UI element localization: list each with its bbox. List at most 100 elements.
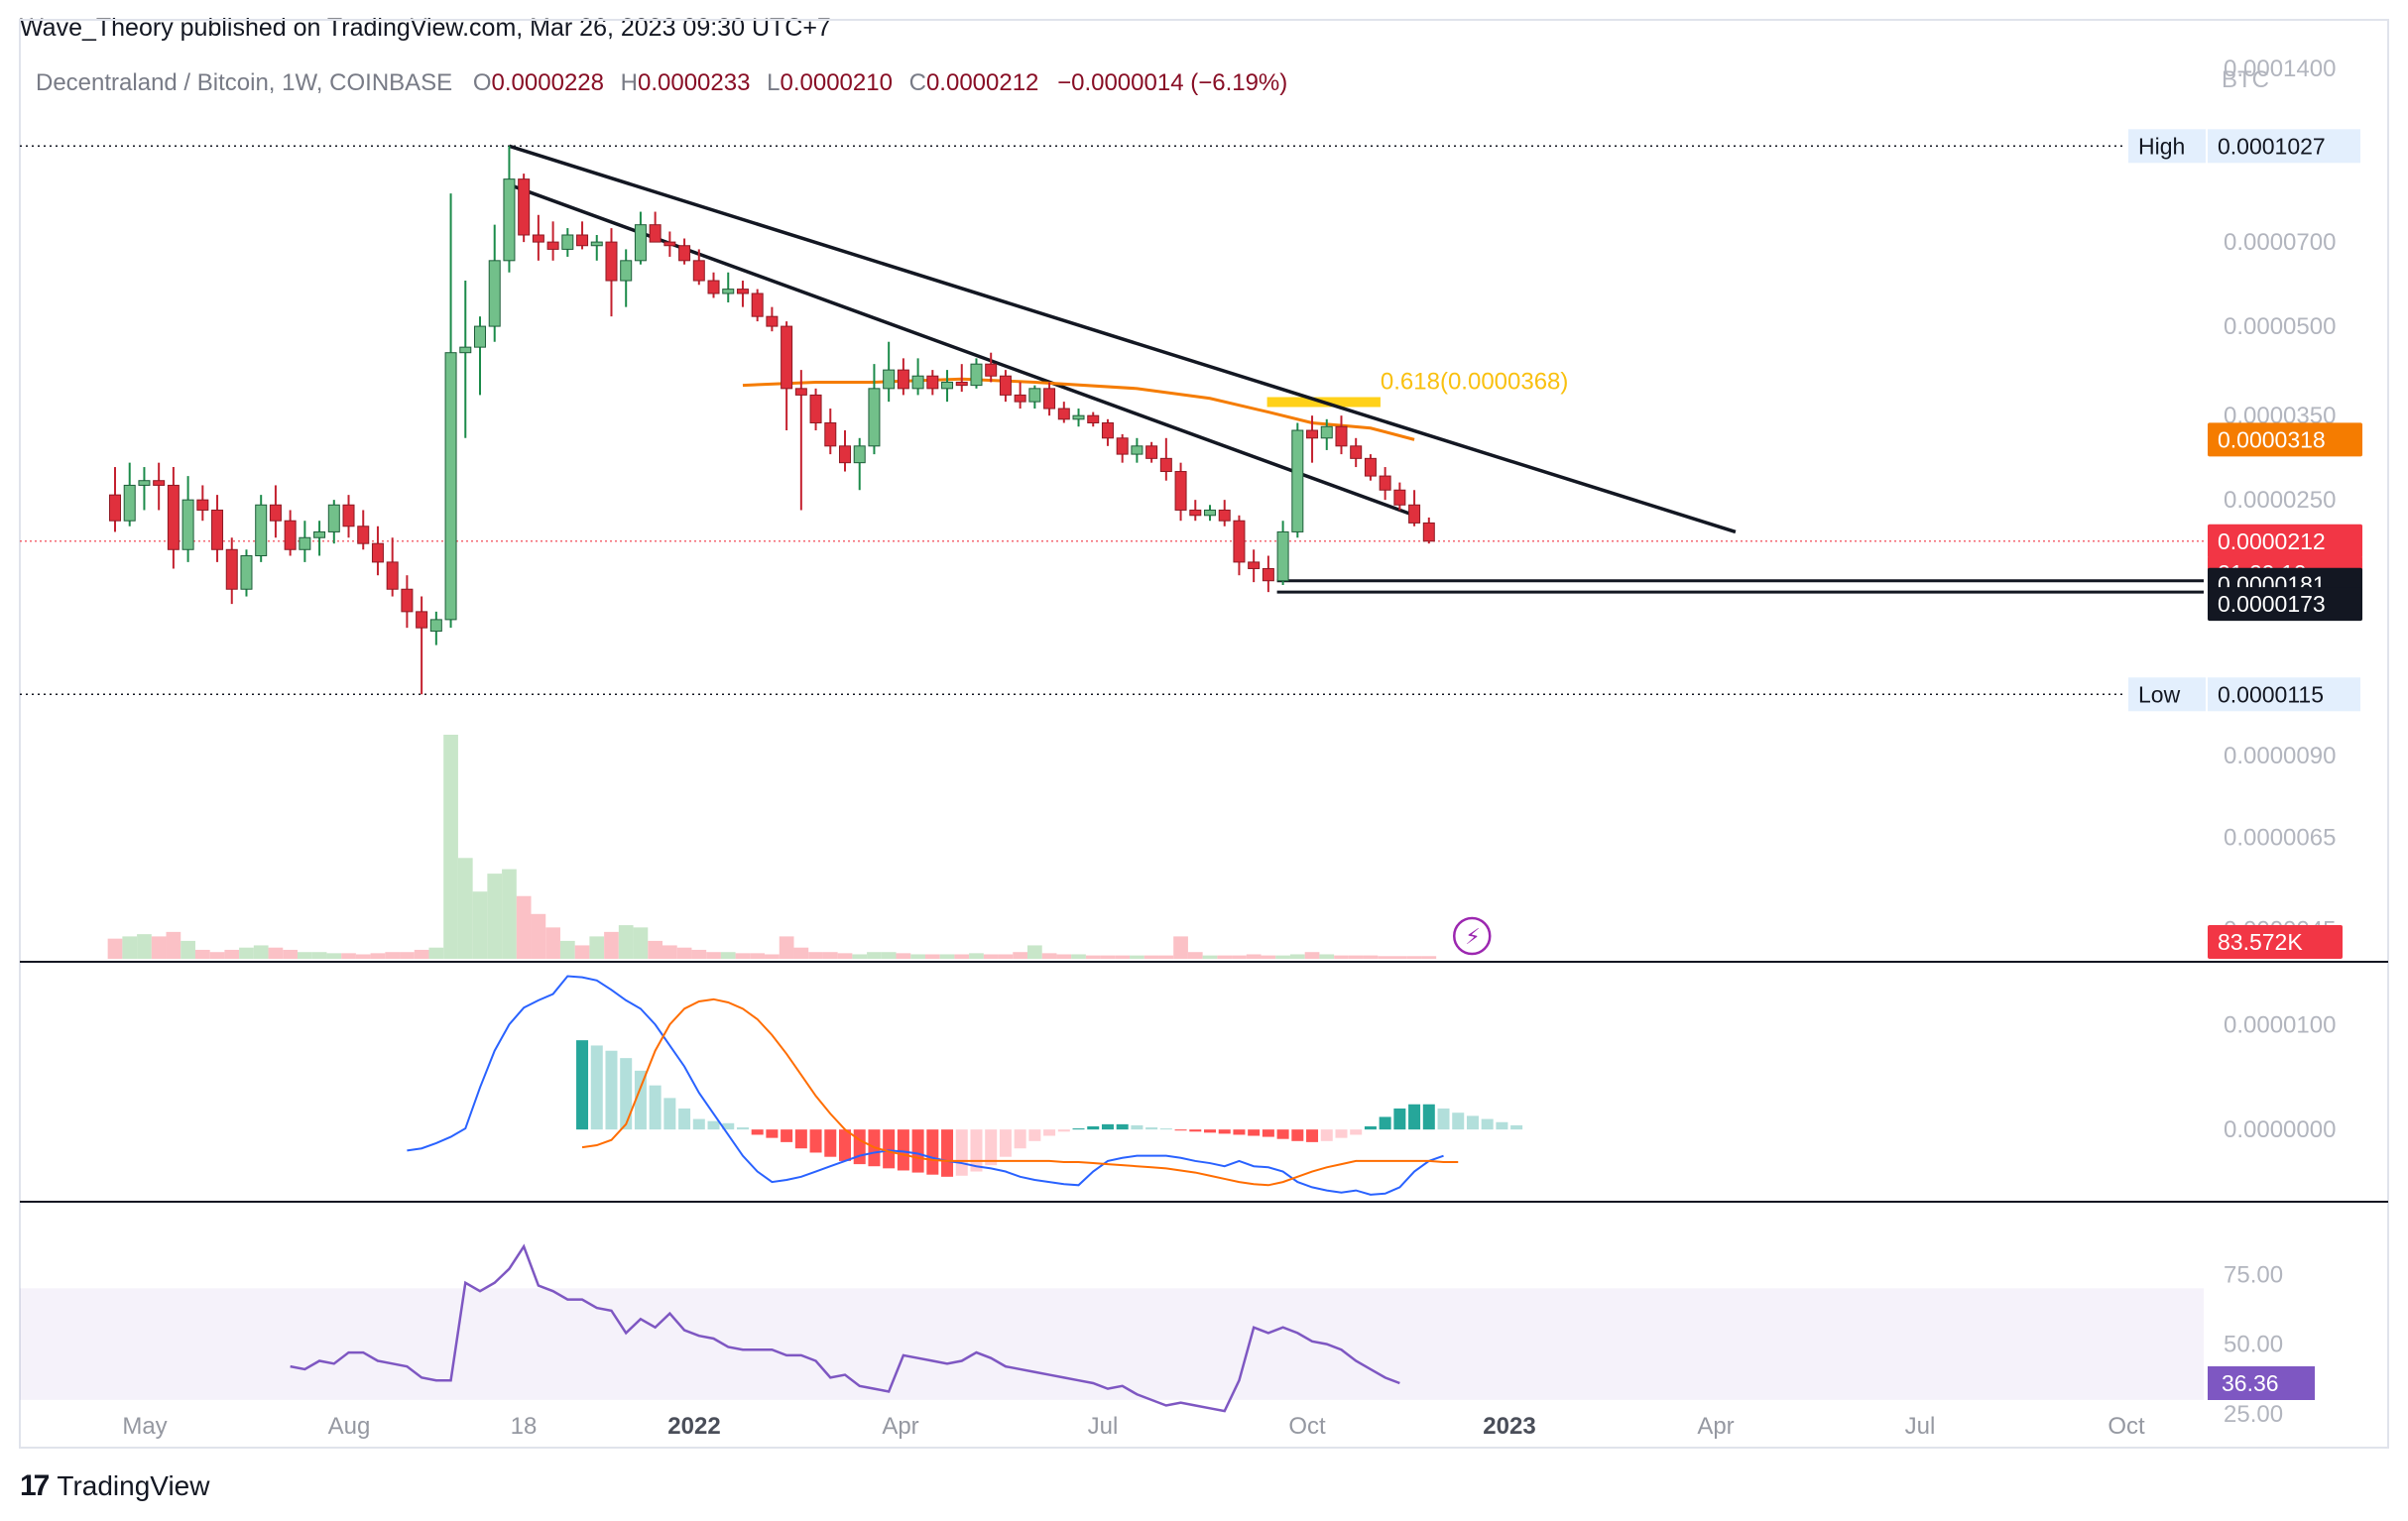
last-price-tag: 0.0000212 xyxy=(2218,528,2326,554)
macd-histogram-bar xyxy=(1248,1129,1261,1136)
candle-body xyxy=(1248,561,1261,569)
close-value: 0.0000212 xyxy=(925,69,1039,96)
symbol-legend: Decentraland / Bitcoin, 1W, COINBASE O0.… xyxy=(36,69,1287,97)
candle-body xyxy=(240,555,253,590)
macd-histogram-bar xyxy=(751,1129,764,1135)
support-tag: 0.0000173 xyxy=(2218,591,2326,617)
volume-bar xyxy=(881,952,897,959)
volume-bar xyxy=(1289,954,1305,959)
volume-bar xyxy=(1115,955,1131,959)
candle-body xyxy=(1393,489,1406,506)
rsi-line xyxy=(290,1243,1400,1413)
macd-histogram-bar xyxy=(883,1129,896,1169)
volume-bar xyxy=(1100,955,1116,959)
candle-body xyxy=(999,375,1012,396)
candle-body xyxy=(707,280,720,294)
macd-histogram-bar xyxy=(809,1129,822,1153)
macd-histogram-bar xyxy=(911,1129,924,1173)
volume-bar xyxy=(457,858,473,959)
volume-bar xyxy=(648,940,662,959)
candle-body xyxy=(576,234,589,247)
volume-bar xyxy=(765,954,780,959)
candle-body xyxy=(284,520,297,550)
signal-line xyxy=(581,997,1459,1187)
high-label-box xyxy=(2128,129,2206,164)
macd-histogram-bar xyxy=(576,1040,589,1130)
volume-bar xyxy=(531,913,546,959)
macd-histogram-bar xyxy=(1481,1118,1494,1130)
volume-bar xyxy=(910,954,925,959)
macd-histogram-bar xyxy=(649,1085,662,1130)
volume-bar xyxy=(1232,955,1247,959)
candle-body xyxy=(941,381,954,390)
candle-body xyxy=(1101,421,1114,439)
volume-bar xyxy=(428,947,444,959)
macd-histogram-bar xyxy=(1014,1129,1026,1149)
candle-body xyxy=(678,245,691,262)
volume-bar xyxy=(1406,956,1422,959)
macd-histogram-bar xyxy=(1159,1128,1172,1130)
volume-bar xyxy=(1246,954,1262,959)
candle-body xyxy=(794,388,807,396)
y-tick-label: 0.0000250 xyxy=(2224,487,2336,514)
volume-bar xyxy=(1334,955,1349,959)
volume-bar xyxy=(1056,954,1072,959)
low-value: 0.0000210 xyxy=(780,69,893,96)
brand-name[interactable]: TradingView xyxy=(57,1470,210,1501)
candle-body xyxy=(225,548,238,590)
volume-bar xyxy=(545,927,560,959)
macd-histogram-bar xyxy=(853,1129,866,1165)
y-tick-label: 0.0001400 xyxy=(2224,56,2336,82)
lightning-glyph: ⚡ xyxy=(1465,925,1480,950)
candle-body xyxy=(327,504,340,532)
volume-bar xyxy=(1261,955,1276,959)
high-value: 0.0001027 xyxy=(2218,133,2326,159)
x-tick-label: Apr xyxy=(1697,1413,1734,1440)
volume-bar xyxy=(194,949,210,959)
volume-bar xyxy=(137,934,152,959)
rsi-band xyxy=(20,1288,2204,1400)
candle-body xyxy=(342,504,355,527)
volume-bar xyxy=(355,954,371,959)
symbol-name[interactable]: Decentraland / Bitcoin, 1W, COINBASE xyxy=(36,69,453,96)
volume-bar xyxy=(1173,936,1188,959)
macd-histogram-bar xyxy=(1218,1129,1231,1134)
macd-histogram-bar xyxy=(1087,1125,1100,1130)
candle-body xyxy=(663,241,676,247)
macd-histogram-bar xyxy=(1510,1124,1523,1130)
macd-histogram-bar xyxy=(1291,1129,1304,1141)
volume-bar xyxy=(1187,952,1203,959)
candle-body xyxy=(1131,445,1144,455)
candle-body xyxy=(1291,429,1304,532)
volume-bar xyxy=(1071,954,1086,959)
volume-bar xyxy=(1027,945,1042,959)
volume-bar xyxy=(735,953,751,959)
candle-body xyxy=(109,494,121,522)
candle-body xyxy=(853,445,866,464)
x-tick-label: Jul xyxy=(1905,1413,1936,1440)
volume-bar xyxy=(487,874,503,959)
candle-body xyxy=(970,363,983,387)
publisher-line: Wave_Theory published on TradingView.com… xyxy=(20,14,831,42)
volume-bar xyxy=(1217,955,1233,959)
volume-bar xyxy=(151,936,167,959)
volume-bar xyxy=(896,953,911,959)
candle-body xyxy=(766,315,779,327)
volume-bar xyxy=(852,954,868,959)
volume-bar xyxy=(983,954,999,959)
volume-bar xyxy=(779,936,794,959)
macd-histogram-bar xyxy=(663,1098,676,1130)
volume-bar xyxy=(837,953,853,959)
macd-histogram-bar xyxy=(1101,1123,1114,1130)
x-tick-label: Aug xyxy=(328,1413,371,1440)
volume-bar xyxy=(618,925,634,959)
candle-body xyxy=(138,480,151,486)
macd-histogram-bar xyxy=(1189,1129,1202,1132)
candle-body xyxy=(1408,504,1421,524)
volume-bar xyxy=(808,952,823,959)
candle-body xyxy=(313,530,326,538)
open-value: 0.0000228 xyxy=(491,69,604,96)
candle-body xyxy=(488,260,501,327)
tradingview-footer: 17 TradingView xyxy=(20,1469,209,1503)
